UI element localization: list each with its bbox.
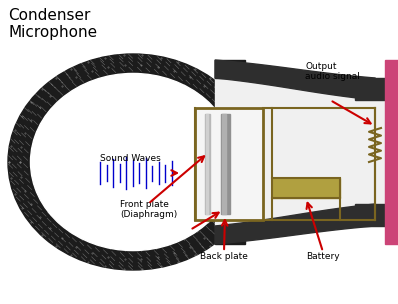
Bar <box>272 178 340 198</box>
Bar <box>355 78 398 100</box>
Bar <box>355 204 398 226</box>
Text: Front plate
(Diaphragm): Front plate (Diaphragm) <box>120 200 177 219</box>
Text: Battery: Battery <box>306 252 340 261</box>
Bar <box>195 108 263 220</box>
Polygon shape <box>215 204 375 244</box>
Text: Output
audio signal: Output audio signal <box>305 62 360 81</box>
Bar <box>215 226 245 244</box>
Ellipse shape <box>39 81 227 243</box>
Ellipse shape <box>8 54 258 270</box>
Ellipse shape <box>52 92 214 232</box>
Bar <box>272 178 340 198</box>
Bar <box>215 60 245 78</box>
Text: Condenser
Microphone: Condenser Microphone <box>8 8 97 40</box>
Bar <box>355 100 398 204</box>
Bar <box>205 114 210 214</box>
Bar <box>222 114 226 214</box>
Ellipse shape <box>70 108 195 216</box>
Bar <box>221 114 230 214</box>
Bar <box>215 78 385 226</box>
Bar <box>385 60 398 244</box>
Ellipse shape <box>31 74 236 250</box>
Text: Sound Waves: Sound Waves <box>100 154 161 163</box>
Text: Back plate: Back plate <box>200 252 248 261</box>
Bar <box>206 114 208 214</box>
Polygon shape <box>215 60 375 100</box>
